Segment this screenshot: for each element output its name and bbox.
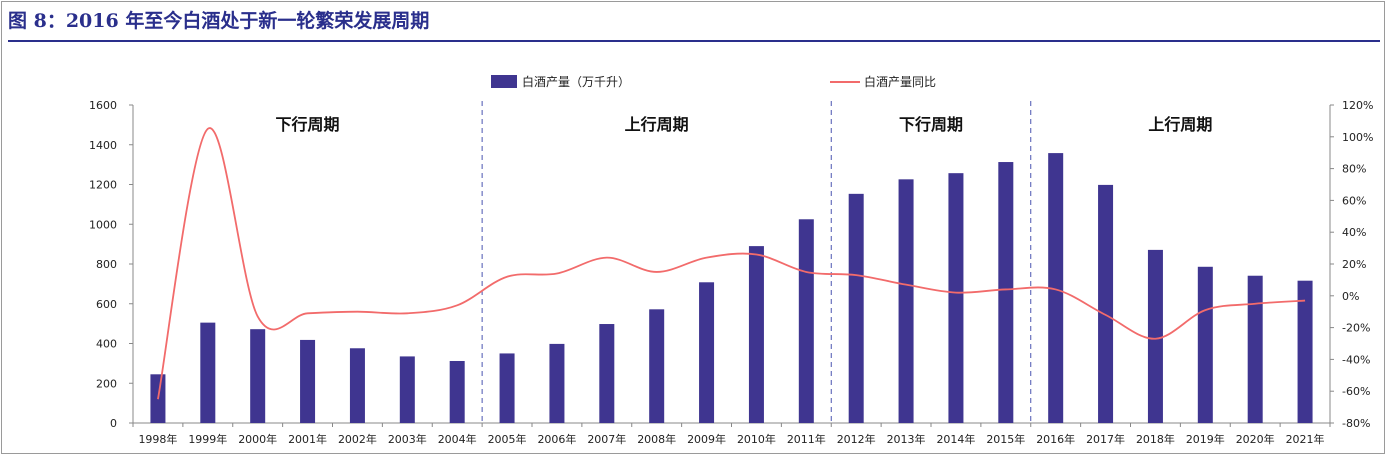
phase-label: 上行周期 — [625, 115, 689, 134]
y-left-tick-label: 1200 — [89, 179, 117, 192]
bar — [250, 329, 266, 423]
y-right-tick-label: 80% — [1342, 163, 1366, 176]
x-tick-label: 1999年 — [188, 432, 227, 446]
x-tick-label: 2014年 — [936, 432, 975, 446]
page-title: 图 8：2016 年至今白酒处于新一轮繁荣发展周期 — [8, 10, 430, 32]
bar — [649, 309, 665, 423]
bar — [699, 282, 715, 423]
bar — [349, 348, 365, 423]
bar — [798, 219, 814, 423]
bar — [300, 339, 316, 423]
phase-label: 上行周期 — [1148, 115, 1212, 134]
x-tick-label: 2002年 — [338, 432, 377, 446]
y-right-tick-label: 120% — [1342, 99, 1373, 112]
bar — [1197, 266, 1213, 423]
x-tick-label: 2019年 — [1186, 432, 1225, 446]
y-left-tick-label: 1000 — [89, 218, 117, 231]
bar — [499, 353, 515, 423]
y-right-tick-label: -40% — [1342, 353, 1370, 366]
x-tick-label: 2005年 — [488, 432, 527, 446]
x-tick-label: 2011年 — [787, 432, 826, 446]
bar — [848, 193, 864, 423]
y-left-tick-label: 600 — [96, 298, 117, 311]
y-right-tick-label: 40% — [1342, 226, 1366, 239]
x-tick-label: 2008年 — [637, 432, 676, 446]
x-tick-label: 1998年 — [138, 432, 177, 446]
bar — [1147, 249, 1163, 423]
x-tick-label: 2020年 — [1236, 432, 1275, 446]
y-right-tick-label: -60% — [1342, 385, 1370, 398]
y-left-tick-label: 0 — [110, 417, 117, 430]
title-rule — [8, 40, 1380, 42]
phase-label: 下行周期 — [899, 115, 963, 134]
legend-bar-swatch — [491, 75, 517, 88]
y-right-tick-label: -80% — [1342, 417, 1370, 430]
x-tick-label: 2015年 — [986, 432, 1025, 446]
y-right-tick-label: 60% — [1342, 194, 1366, 207]
x-tick-label: 2004年 — [438, 432, 477, 446]
y-left-tick-label: 1400 — [89, 139, 117, 152]
y-left-tick-label: 1600 — [89, 99, 117, 112]
bar — [998, 162, 1014, 423]
x-tick-label: 2003年 — [388, 432, 427, 446]
x-tick-label: 2010年 — [737, 432, 776, 446]
y-right-tick-label: 20% — [1342, 258, 1366, 271]
x-tick-label: 2013年 — [887, 432, 926, 446]
x-tick-label: 2018年 — [1136, 432, 1175, 446]
y-left-tick-label: 200 — [96, 377, 117, 390]
bar — [1247, 275, 1263, 423]
legend-bar-label: 白酒产量（万千升） — [522, 74, 630, 89]
bar — [1297, 280, 1313, 423]
x-tick-label: 2007年 — [587, 432, 626, 446]
x-tick-label: 2009年 — [687, 432, 726, 446]
bar — [599, 324, 615, 423]
y-right-tick-label: 0% — [1342, 290, 1359, 303]
bar — [1048, 153, 1064, 423]
bar — [449, 360, 465, 423]
bar — [948, 173, 964, 423]
y-left-tick-label: 800 — [96, 258, 117, 271]
bar — [549, 343, 565, 423]
bar — [748, 246, 764, 423]
bar — [898, 179, 914, 423]
y-right-tick-label: 100% — [1342, 131, 1373, 144]
x-tick-label: 2017年 — [1086, 432, 1125, 446]
x-tick-label: 2001年 — [288, 432, 327, 446]
x-tick-label: 2021年 — [1286, 432, 1325, 446]
bar — [1098, 184, 1114, 423]
bar — [399, 356, 415, 423]
yoy-line — [157, 127, 1306, 400]
legend-line-label: 白酒产量同比 — [864, 74, 936, 89]
x-tick-label: 2012年 — [837, 432, 876, 446]
y-left-tick-label: 400 — [96, 338, 117, 351]
phase-label: 下行周期 — [276, 115, 340, 134]
x-tick-label: 2006年 — [537, 432, 576, 446]
bar — [200, 322, 216, 423]
x-tick-label: 2000年 — [238, 432, 277, 446]
x-tick-label: 2016年 — [1036, 432, 1075, 446]
y-right-tick-label: -20% — [1342, 322, 1370, 335]
